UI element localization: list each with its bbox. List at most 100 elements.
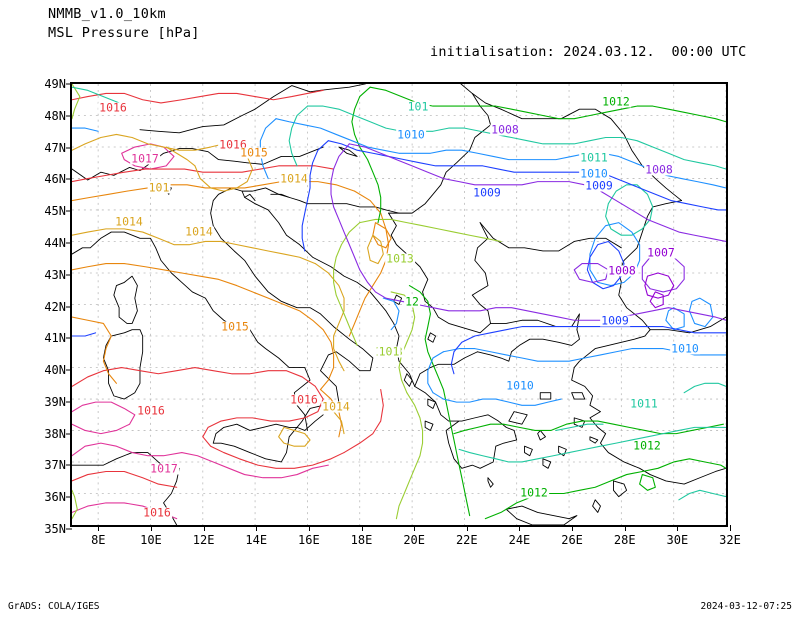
initialisation-time: initialisation: 2024.03.12. 00:00 UTC (430, 44, 747, 60)
chart-footer: GrADS: COLA/IGES 2024-03-12-07:25 (0, 590, 800, 618)
x-axis-tick-mark (730, 525, 731, 531)
border-serbia-macedonia (388, 212, 491, 334)
isobar-1010-albania (427, 351, 444, 394)
coastline-romania-west (388, 92, 491, 214)
x-axis-tick-label: 12E (192, 533, 215, 547)
x-axis-tick-mark (308, 525, 310, 531)
y-axis-tick-label: 40N (44, 363, 66, 378)
x-axis-tick-mark (361, 525, 363, 531)
contour-value-label: 1016 (142, 505, 172, 520)
y-axis-tick-mark (66, 147, 72, 149)
coastline-thrace (477, 329, 580, 362)
y-axis-tick-label: 46N (44, 172, 66, 187)
isobar-1011-aegean (555, 423, 604, 432)
y-axis-tick-label: 47N (44, 140, 66, 155)
generated-timestamp: 2024-03-12-07:25 (700, 601, 792, 612)
isobar-1011-north (306, 105, 726, 170)
coastline-karpathos (592, 499, 601, 513)
coastline-italy-east (210, 187, 374, 431)
y-axis-tick-mark (66, 369, 72, 371)
y-axis-tick-mark (66, 83, 72, 85)
isobar-1012-aegean-west (453, 423, 552, 435)
isobar-1010-black-sea-inner (589, 222, 641, 287)
isobar-1016-sicily-south (202, 436, 345, 469)
y-axis-tick-label: 48N (44, 108, 66, 123)
isobar-1015-corsica (72, 316, 112, 337)
isobar-1008-inner (641, 253, 685, 293)
coastline-lefkada (427, 398, 437, 409)
y-axis-tick-mark (66, 306, 72, 307)
y-axis-tick-label: 36N (44, 490, 66, 505)
x-axis-tick-mark (572, 525, 574, 531)
isobar-1012-hungary (351, 86, 382, 224)
y-axis-tick-mark (66, 210, 72, 212)
isobar-1008-west-limb (330, 143, 387, 299)
coastline-naxos (542, 458, 552, 469)
contour-value-label: 1014 (321, 399, 351, 414)
contour-value-label: 1009 (472, 185, 502, 200)
contour-value-label: 1016 (136, 403, 166, 418)
y-axis-tick-mark (66, 178, 72, 180)
x-axis-tick-label: 26E (561, 533, 583, 547)
coastline-samos (589, 436, 599, 444)
y-axis-tick-mark (66, 528, 72, 530)
y-axis-tick-mark (66, 242, 72, 244)
x-axis-tick-mark (203, 525, 205, 531)
isobar-1007-low-center (644, 272, 675, 299)
border-slovenia (241, 187, 290, 198)
isobar-1011-anatolia (683, 382, 726, 394)
x-axis-tick-label: 32E (719, 533, 741, 547)
x-axis-tick-label: 14E (245, 533, 268, 547)
lake-skadar (393, 294, 403, 305)
coastline-moldova (500, 108, 683, 201)
coastline-andros (537, 430, 546, 441)
coastline-corsica (113, 275, 138, 324)
x-axis-tick-label: 30E (666, 533, 689, 547)
isobar-1016-sicily-north (202, 398, 324, 438)
isobar-1016-ionian (343, 388, 384, 454)
isobar-1015-ligurian (72, 263, 183, 274)
contour-value-label: 1010 (396, 127, 426, 142)
y-axis-tick-mark (66, 464, 72, 466)
isobar-1014-adriatic (72, 228, 316, 265)
isobar-1008-south-limb (385, 297, 726, 321)
contour-value-label: 1009 (600, 313, 630, 328)
y-axis-tick-label: 44N (44, 235, 66, 250)
y-axis-tick-label: 42N (44, 299, 66, 314)
source-credit: GrADS: COLA/IGES (8, 601, 100, 612)
contour-value-label: 1012 (601, 94, 631, 109)
isobar-1016-tyrrhenian (72, 366, 324, 400)
x-axis-tick-mark (624, 525, 626, 531)
isobar-1015-bosnia-cell (372, 222, 392, 249)
x-axis-tick-mark (414, 525, 416, 531)
coastline-kythira (487, 477, 494, 488)
lake-balaton (338, 146, 358, 157)
coastline-kea (524, 445, 533, 457)
contour-map-canvas (72, 84, 726, 525)
x-axis-tick-mark (519, 525, 521, 531)
isobar-1017-tunisia (72, 442, 329, 479)
contour-value-label: 1016 (98, 100, 128, 115)
isobar-1013-adriatic-e (333, 222, 361, 346)
coastline-turkey-aegean (571, 329, 726, 485)
isobar-1013-ionian-s (395, 392, 424, 520)
isobar-1009-macedonia (450, 335, 476, 375)
map-plot-area: 35N 36N 37N 38N 39N 40N 41N 42N 43N 44N 45N 46N 47N 4… (44, 77, 741, 547)
x-axis-tick-label: 24E (508, 533, 531, 547)
coastline-austria-north (139, 84, 366, 134)
isobar-1012-cell (639, 474, 656, 491)
x-axis-tick-label: 20E (403, 533, 425, 547)
isobar-1008-cell (573, 263, 609, 283)
field-name: MSL Pressure [hPa] (48, 25, 200, 41)
coastline-evia (508, 411, 528, 425)
isobar-1009-stub (72, 332, 97, 337)
isobar-1017-sardinia-south (72, 401, 136, 435)
y-axis-tick-mark (66, 115, 72, 117)
isobar-1010-thessaly (432, 392, 562, 406)
x-axis-tick-mark (466, 525, 468, 531)
border-danube (479, 222, 622, 252)
isobar-1015-balkans-west (348, 190, 390, 337)
coastline-kefalonia (424, 420, 434, 431)
isobar-1010-nw (72, 127, 99, 132)
isobar-1009-west (301, 140, 329, 252)
